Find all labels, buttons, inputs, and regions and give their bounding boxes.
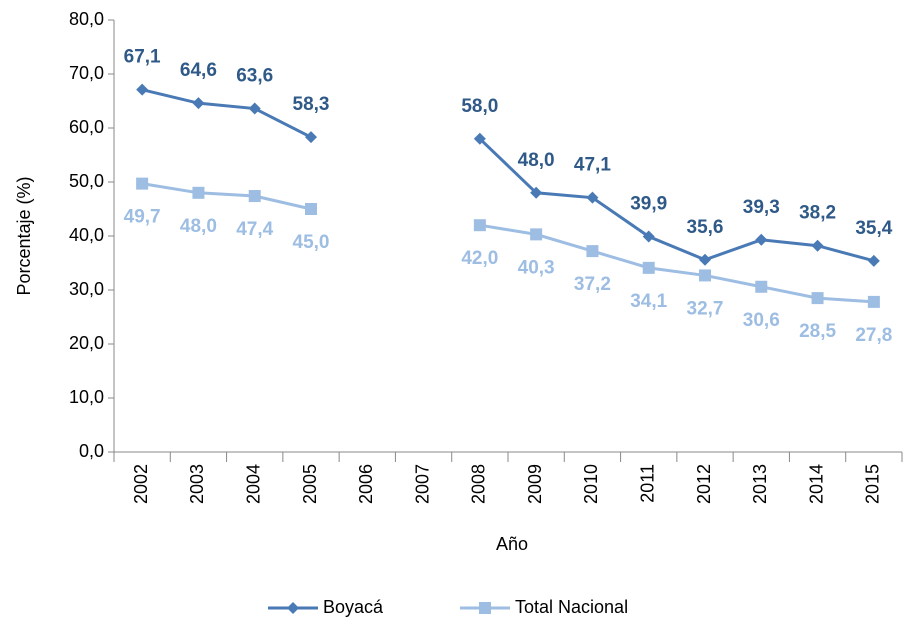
x-tick-label: 2013 bbox=[750, 464, 770, 504]
data-label: 49,7 bbox=[124, 207, 161, 228]
x-tick-label: 2012 bbox=[694, 464, 714, 504]
x-tick-label: 2007 bbox=[412, 464, 432, 504]
x-tick-label: 2003 bbox=[187, 464, 207, 504]
x-tick-label: 2004 bbox=[243, 464, 263, 504]
y-tick-label: 60,0 bbox=[69, 117, 104, 137]
y-tick-label: 30,0 bbox=[69, 279, 104, 299]
data-label: 40,3 bbox=[518, 257, 555, 278]
data-label: 47,4 bbox=[236, 219, 273, 240]
point bbox=[305, 203, 317, 215]
x-tick-label: 2015 bbox=[863, 464, 883, 504]
point bbox=[136, 83, 149, 96]
point bbox=[473, 219, 486, 232]
point bbox=[811, 239, 824, 252]
series-line bbox=[141, 88, 875, 263]
data-label: 38,2 bbox=[799, 203, 836, 224]
point bbox=[699, 253, 711, 266]
y-tick-label: 70,0 bbox=[69, 63, 104, 83]
x-tick-label: 2011 bbox=[637, 464, 657, 503]
series-line bbox=[141, 182, 874, 304]
x-tick-label: 2008 bbox=[469, 464, 489, 504]
data-label: 39,9 bbox=[630, 194, 667, 215]
point bbox=[699, 269, 711, 282]
point bbox=[530, 186, 543, 199]
point bbox=[248, 102, 261, 115]
point bbox=[586, 191, 599, 204]
x-tick-label: 2005 bbox=[300, 464, 320, 504]
legend-label: Boyacá bbox=[323, 597, 384, 617]
y-tick-label: 40,0 bbox=[69, 225, 104, 245]
x-axis-title: Año bbox=[496, 534, 528, 554]
legend-marker bbox=[287, 602, 299, 614]
data-label: 67,1 bbox=[124, 47, 161, 68]
point bbox=[755, 233, 768, 246]
point bbox=[867, 254, 880, 267]
point bbox=[136, 177, 149, 190]
legend-marker bbox=[479, 602, 491, 614]
x-tick-label: 2002 bbox=[131, 464, 151, 504]
data-label: 48,0 bbox=[518, 150, 555, 171]
data-label: 28,5 bbox=[799, 321, 836, 342]
point bbox=[586, 245, 599, 258]
x-tick-label: 2009 bbox=[525, 464, 545, 504]
data-label: 37,2 bbox=[574, 274, 611, 295]
x-tick-label: 2014 bbox=[806, 464, 826, 504]
point bbox=[867, 295, 880, 308]
data-label: 27,8 bbox=[855, 325, 892, 346]
data-label: 48,0 bbox=[180, 216, 217, 237]
data-label: 47,1 bbox=[574, 155, 611, 176]
data-label: 39,3 bbox=[743, 197, 780, 218]
point bbox=[248, 190, 261, 203]
y-tick-label: 50,0 bbox=[69, 171, 104, 191]
point bbox=[192, 186, 205, 199]
data-label: 45,0 bbox=[293, 232, 330, 253]
point bbox=[305, 131, 317, 144]
data-label: 64,6 bbox=[180, 60, 217, 81]
x-tick-label: 2010 bbox=[581, 464, 601, 504]
point bbox=[642, 261, 655, 274]
point bbox=[192, 97, 205, 110]
point bbox=[530, 228, 543, 241]
data-label: 58,3 bbox=[293, 94, 330, 115]
data-label: 34,1 bbox=[630, 291, 667, 312]
y-tick-label: 10,0 bbox=[69, 387, 104, 407]
point bbox=[642, 230, 655, 243]
data-label: 42,0 bbox=[461, 248, 498, 269]
data-label: 30,6 bbox=[743, 310, 780, 331]
point bbox=[755, 280, 768, 293]
y-tick-label: 80,0 bbox=[69, 9, 104, 29]
data-label: 63,6 bbox=[236, 66, 273, 87]
data-label: 35,6 bbox=[687, 217, 724, 238]
point bbox=[811, 292, 824, 305]
data-label: 32,7 bbox=[687, 298, 724, 319]
data-label: 58,0 bbox=[461, 96, 498, 117]
point bbox=[473, 132, 486, 145]
data-label: 35,4 bbox=[855, 218, 892, 239]
y-axis-title: Porcentaje (%) bbox=[14, 176, 34, 295]
y-tick-label: 0,0 bbox=[79, 441, 104, 461]
x-tick-label: 2006 bbox=[356, 464, 376, 504]
y-tick-label: 20,0 bbox=[69, 333, 104, 353]
legend-label: Total Nacional bbox=[515, 597, 628, 617]
